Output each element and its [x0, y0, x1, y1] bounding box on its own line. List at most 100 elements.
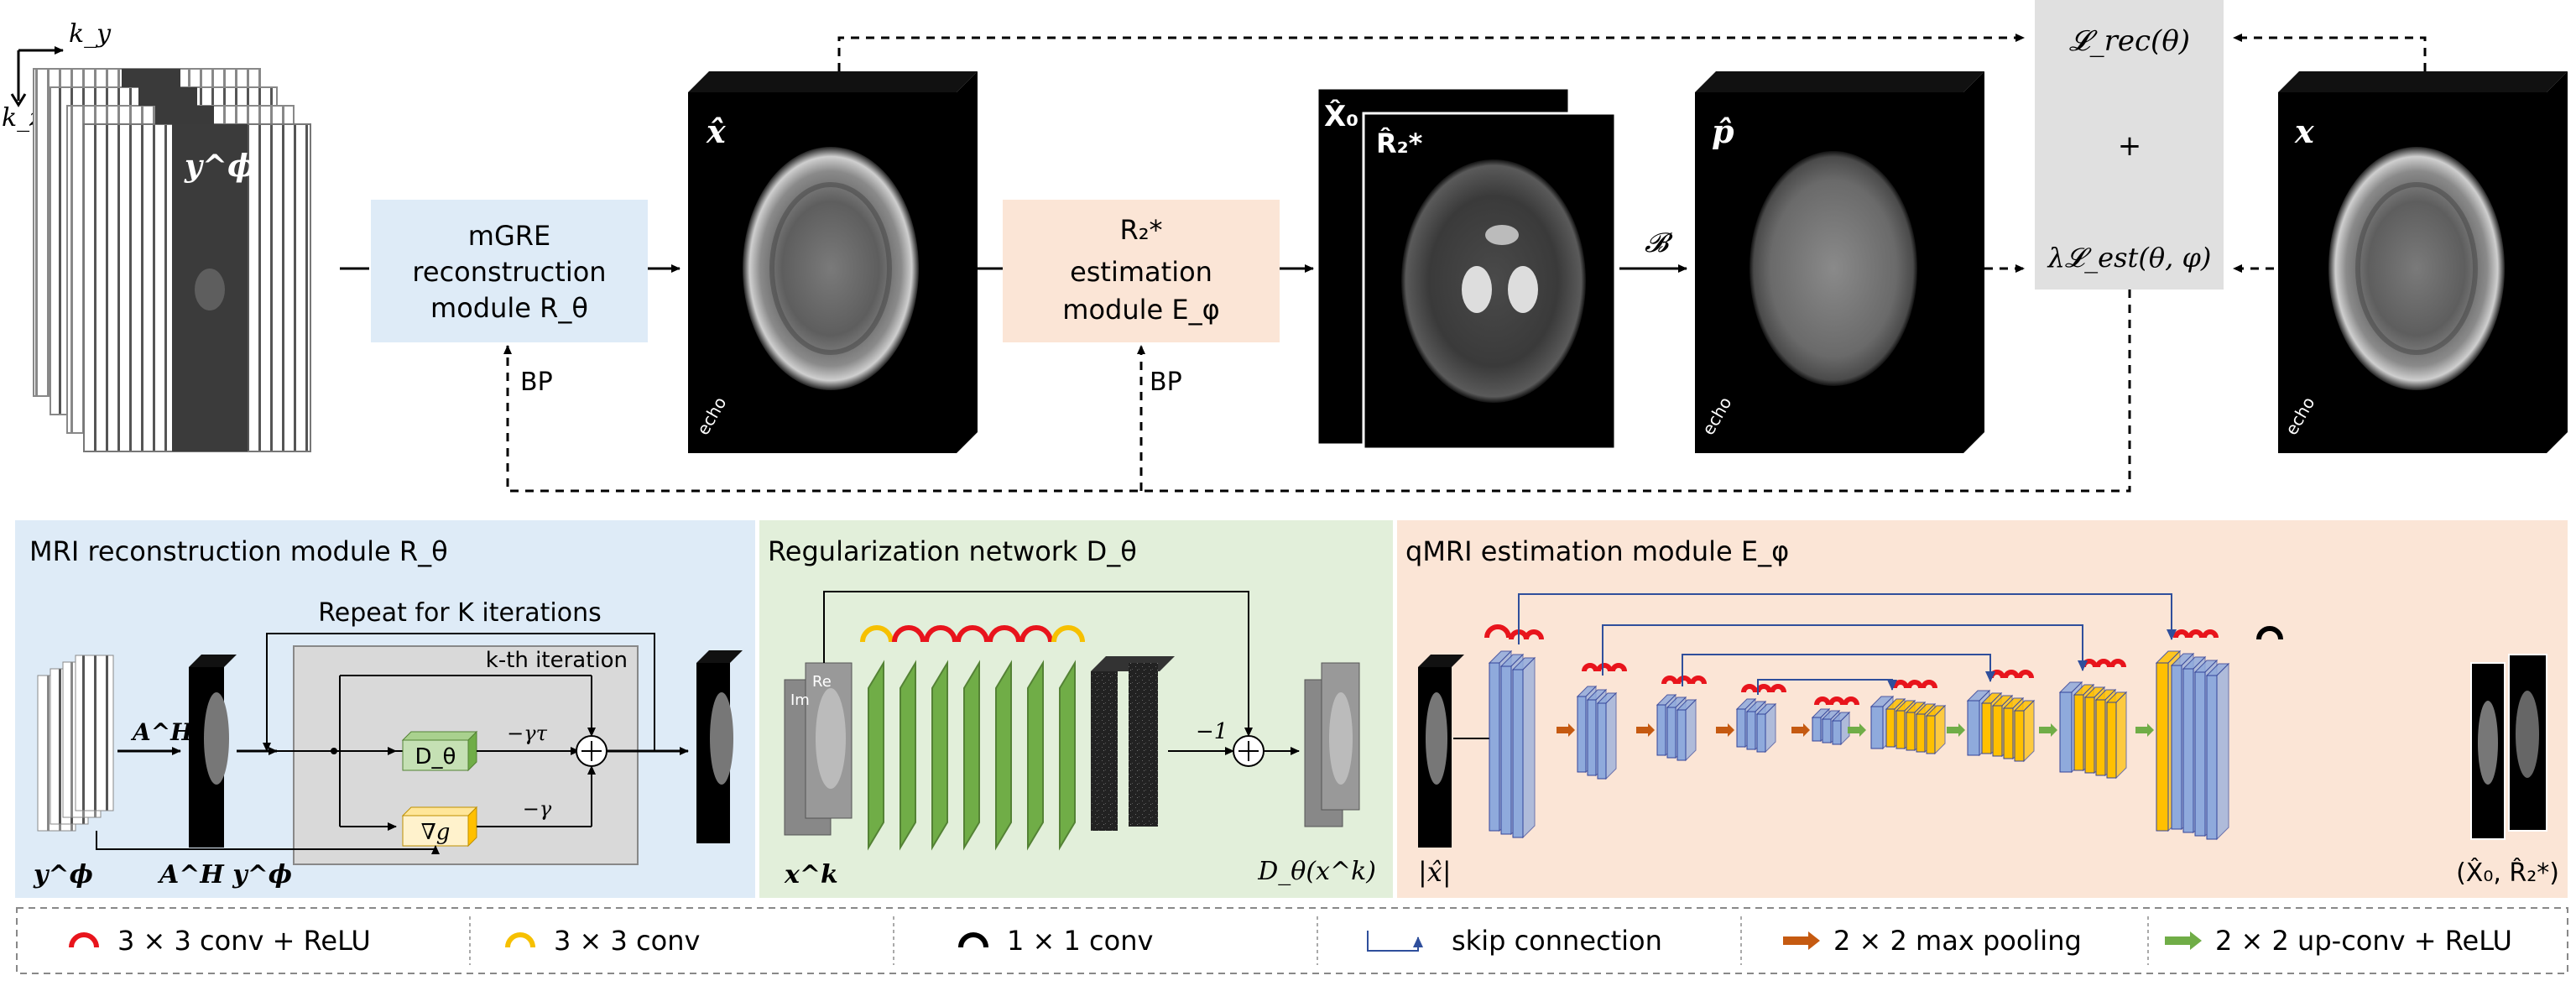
up-conv-arrow	[1947, 723, 1965, 737]
red-arc-icon	[69, 932, 99, 948]
reg-output-pair	[1304, 662, 1360, 827]
loss-est-label: λ𝓛_est(θ, φ)	[2047, 242, 2212, 274]
conv-relu-arc-red	[1019, 625, 1053, 643]
reg-green-layers	[868, 660, 1076, 851]
green-layer	[995, 660, 1012, 851]
conv-relu-arc-red	[2188, 629, 2204, 639]
black-arc-icon	[958, 932, 988, 948]
panel-qmri-title: qMRI estimation module E_φ	[1405, 535, 1789, 567]
legend-item: skip connection	[1367, 925, 1662, 957]
unet-dec4-layer	[1925, 704, 1947, 755]
up-conv-arrow	[2135, 723, 2154, 737]
conv-relu-arc-red	[2202, 629, 2219, 639]
unet-bottleneck-layer	[1831, 711, 1851, 746]
bp-label-recon: BP	[520, 368, 553, 397]
recon-input-stack	[37, 655, 114, 832]
conv-arc-yellow	[860, 625, 894, 643]
ah-label: A^H	[130, 718, 194, 746]
gt-loss-path	[2233, 34, 2427, 71]
x0-r2-images: X̂₀ R̂₂*	[1316, 86, 1617, 451]
r2-module-line1: R₂*	[1119, 214, 1162, 246]
reg-input-pair: Im Re	[784, 662, 853, 836]
grad-g-block: ∇g	[401, 806, 478, 848]
unet-enc2-layer	[1596, 691, 1618, 780]
y-to-grad-path	[96, 831, 440, 854]
max-pool-arrow	[1557, 723, 1575, 737]
p-hat-image: p̂ echo	[1695, 71, 1984, 453]
yellow-arc-icon	[505, 932, 535, 948]
conv-relu-arc-red	[1484, 624, 1511, 639]
conv-relu-arc-red	[924, 625, 957, 643]
backprop-path	[503, 290, 2131, 493]
d-theta-block: D_θ	[401, 730, 478, 772]
legend-label: 1 × 1 conv	[1007, 925, 1153, 957]
ahy-image	[189, 655, 237, 848]
max-pool-arrow	[1791, 723, 1810, 737]
reg-conv-arcs	[860, 625, 1085, 643]
gamma-label: −γ	[523, 797, 552, 821]
up-conv-arrow	[1848, 723, 1866, 737]
conv-arc-yellow	[1051, 625, 1085, 643]
conv-relu-arc-red	[1524, 629, 1544, 640]
unet-enc1-layer	[1511, 656, 1536, 839]
green-layer	[1027, 660, 1044, 851]
unet-layers	[1453, 593, 2283, 841]
panel-reg-title: Regularization network D_θ	[768, 535, 1137, 567]
legend: 3 × 3 conv + ReLU 3 × 3 conv 1 × 1 conv ski…	[16, 907, 2568, 974]
qmri-in-label: |x̂|	[1418, 856, 1452, 888]
y-phi-small-label: y^ϕ	[33, 860, 93, 889]
recon-module-line2: reconstruction	[412, 256, 606, 288]
legend-label: 3 × 3 conv	[554, 925, 700, 957]
panel-recon-title: MRI reconstruction module R_θ	[29, 535, 448, 567]
conv-relu-arc-red	[2109, 659, 2126, 668]
bp-label-r2: BP	[1150, 368, 1182, 397]
r2-map-image	[1401, 159, 1586, 403]
loss-plus-label: +	[2118, 129, 2142, 163]
d-block-label: D_θ	[415, 744, 456, 769]
reg-out-label: D_θ(x^k)	[1257, 857, 1376, 886]
kth-label: k-th iteration	[486, 648, 628, 673]
skip-connection	[1518, 593, 2177, 644]
legend-label: skip connection	[1452, 925, 1662, 957]
legend-label: 2 × 2 up-conv + ReLU	[2215, 925, 2512, 957]
ahy-label: A^H y^ϕ	[157, 860, 292, 889]
loss-box: 𝓛_rec(θ) + λ𝓛_est(θ, φ)	[2035, 0, 2224, 290]
legend-item: 3 × 3 conv + ReLU	[69, 925, 371, 957]
r2-module-line3: module E_φ	[1062, 294, 1219, 326]
conv-relu-arc-red	[1582, 663, 1598, 672]
orange-arrow-icon	[1783, 931, 1820, 950]
rec-loss-path	[837, 34, 2025, 71]
legend-label: 2 × 2 max pooling	[1833, 925, 2082, 957]
conv-relu-arc-red	[1676, 676, 1692, 685]
green-layer	[1059, 660, 1076, 851]
unet-dec3-layer	[2013, 699, 2036, 763]
b-operator-label: 𝓑	[1645, 227, 1673, 258]
x-hat-label: x̂	[706, 112, 727, 150]
x0-label: X̂₀	[1324, 99, 1358, 133]
unet-dec2-layer	[2105, 691, 2128, 780]
conv-relu-arc-red	[956, 625, 989, 643]
max-pool-arrow	[1636, 723, 1655, 737]
re-label: Re	[812, 673, 832, 691]
conv-relu-arc-red	[1906, 680, 1923, 689]
conv-relu-arc-red	[1610, 663, 1627, 672]
repeat-label: Repeat for K iterations	[318, 598, 602, 628]
conv-relu-arc-red	[1596, 663, 1613, 672]
panel-regularization: Regularization network D_θ Im Re −1	[759, 520, 1393, 898]
conv-relu-arc-red	[988, 625, 1021, 643]
conv-relu-arc-red	[1661, 676, 1678, 685]
minus-one-label: −1	[1196, 719, 1228, 744]
skip-connection	[1682, 654, 1995, 686]
x-ground-truth-image: x echo	[2278, 71, 2568, 453]
green-layer	[963, 660, 980, 851]
kspace-stack: k_y k_z y^ϕ	[2, 19, 311, 452]
loss-rec-label: 𝓛_rec(θ)	[2069, 24, 2190, 58]
conv-relu-arc-red	[1690, 676, 1707, 685]
r2-estimation-module: R₂* estimation module E_φ	[1003, 200, 1280, 342]
conv-relu-arc-red	[2095, 659, 2112, 668]
ky-label: k_y	[69, 19, 112, 49]
unet-enc3-layer	[1676, 698, 1697, 762]
max-pool-arrow	[1716, 723, 1734, 737]
up-conv-arrow	[2039, 723, 2057, 737]
